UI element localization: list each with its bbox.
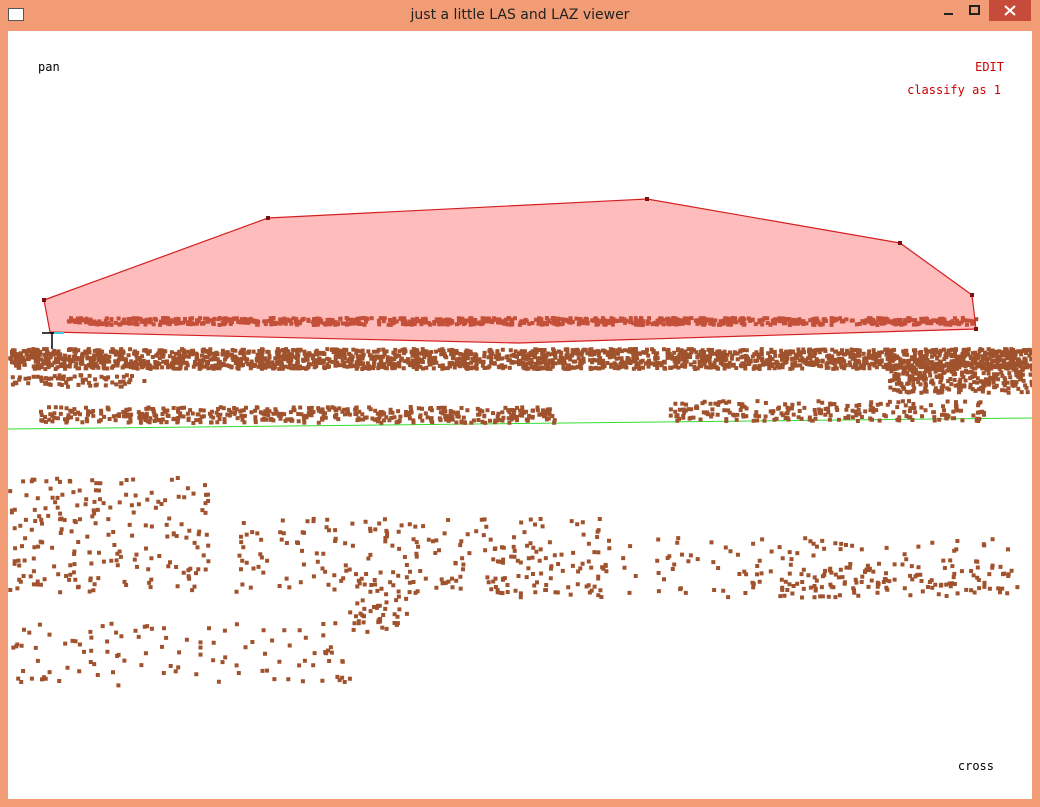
ground-line [8,417,1032,430]
point-cloud-band [779,562,1011,600]
polygon-vertex [645,197,649,201]
point-cloud-band [668,399,986,423]
point-cloud-band [8,347,1032,371]
viewport: pan EDIT classify as 1 cross [8,31,1032,799]
point-cloud-band [488,536,1020,600]
minimize-button[interactable] [936,0,962,21]
title-bar: just a little LAS and LAZ viewer [0,0,1040,31]
polygon-vertex [266,216,270,220]
mode-label: pan [38,60,60,74]
polygon-vertex [42,298,46,302]
polygon-vertex [974,327,978,331]
point-cloud-band [888,361,1032,395]
point-cloud-band [10,373,147,389]
point-cloud-band [348,576,412,634]
selection-polygon [43,198,977,344]
close-button[interactable] [989,0,1031,21]
point-cloud-view [8,197,1032,688]
point-cloud-band [39,405,557,425]
maximize-button[interactable] [962,0,988,21]
action-label: classify as 1 [907,83,1001,97]
app-icon [8,8,24,21]
polygon-vertex [970,293,974,297]
edit-label: EDIT [975,60,1004,74]
point-cloud-band [66,316,979,327]
polygon-vertex [898,241,902,245]
window-title: just a little LAS and LAZ viewer [410,7,630,23]
cursor-label: cross [957,759,994,773]
point-cloud-band [234,516,611,595]
point-cloud-band [8,476,211,595]
point-cloud-band [11,621,352,688]
